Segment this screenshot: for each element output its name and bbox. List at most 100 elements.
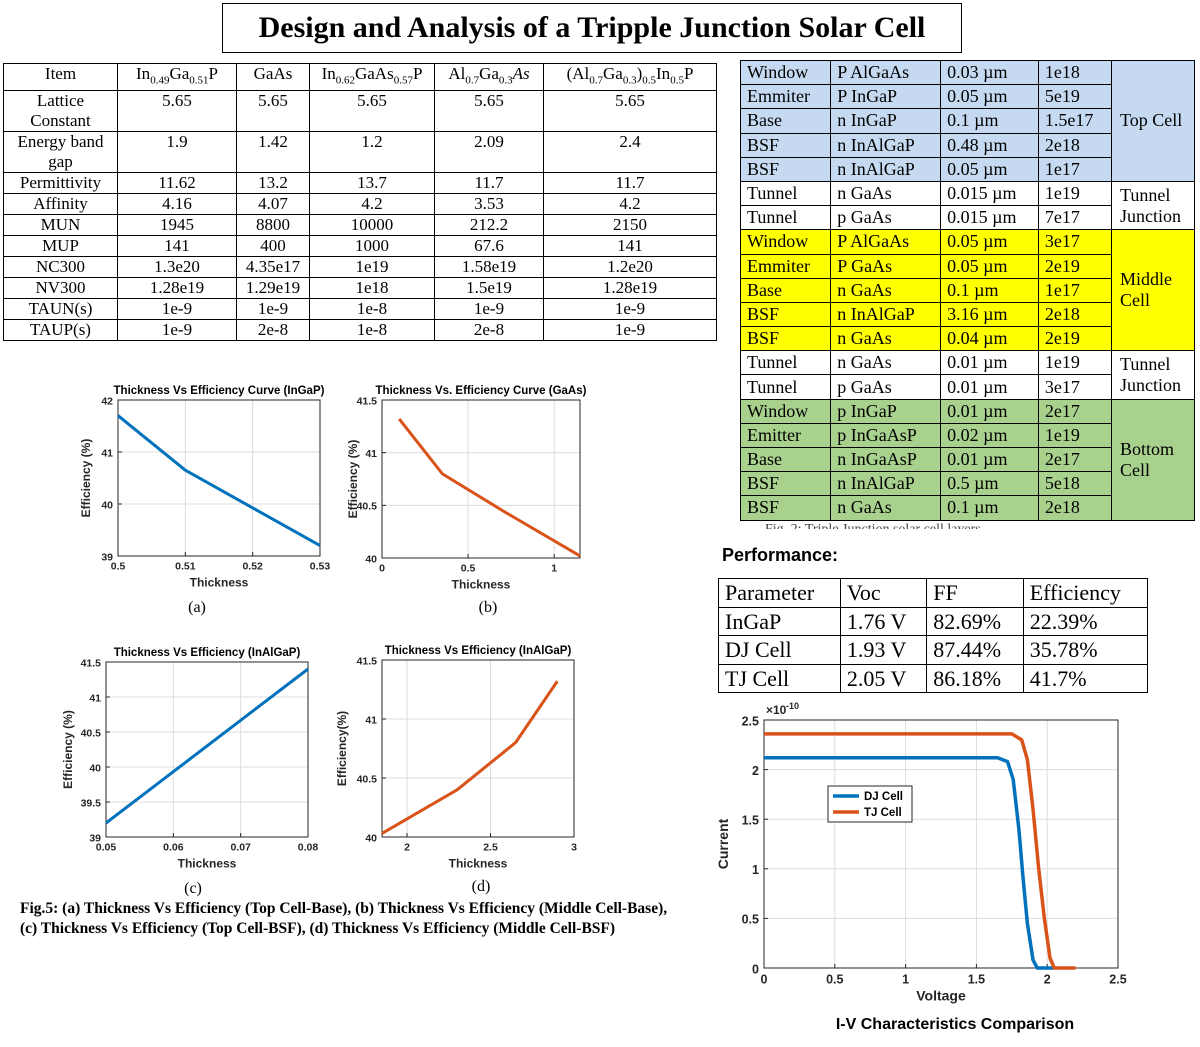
panel-label-a: (a) [188,599,206,616]
layer-material: n InGaAsP [830,446,942,473]
x-tick-label: 0.07 [230,842,251,854]
layer-row: Tunnel n GaAs 0.01 µm 1e19 Tunnel Junction [739,350,1195,400]
cell-group-label: Tunnel Junction [1111,350,1195,400]
performance-cell: TJ Cell [718,663,841,693]
table-cell: 1e-8 [309,298,435,321]
y-tick-label: 39.5 [81,797,102,809]
layer-thickness: 0.05 µm [940,253,1039,279]
layer-layer: Window [739,59,832,86]
table-cell: 141 [543,235,717,258]
layer-thickness: 0.015 µm [940,180,1039,207]
table-row: NC300 1.3e20 4.35e17 1e19 1.58e19 1.2e20 [3,256,717,279]
plot-frame [763,719,1119,969]
y-tick-label: 2.5 [742,714,759,728]
table-cell: 1945 [117,214,237,237]
layer-layer: Window [739,398,832,424]
y-tick-label: 40.5 [357,773,378,785]
layer-layer: Window [739,229,832,255]
layer-material: p GaAs [830,205,942,231]
x-tick-label: 1.5 [968,973,985,987]
performance-cell: 35.78% [1022,635,1149,665]
table-cell: 1e-9 [117,319,237,342]
page-title: Design and Analysis of a Tripple Junctio… [222,3,962,53]
table-cell: 11.7 [434,172,544,195]
layer-doping: 5e18 [1037,471,1113,497]
plot-area [118,400,320,556]
plot-frame [117,399,321,557]
y-tick-label: 39 [101,551,113,563]
layer-row: BSF n InAlGaP 3.16 µm 2e18 [739,301,1195,328]
legend-box [827,785,913,823]
table-cell: 4.35e17 [236,256,310,279]
layer-doping: 3e17 [1037,229,1113,255]
row-label: NV300 [3,277,118,300]
y-tick-label: 41.5 [81,657,102,669]
column-header-ingaasp: In0.62GaAs0.57P [309,62,435,92]
layer-thickness: 0.1 µm [940,108,1039,134]
table-cell: 1.29e19 [236,277,310,300]
performance-cell: 22.39% [1022,606,1149,636]
layer-thickness: 0.015 µm [940,205,1039,231]
plot-frame [381,659,575,838]
layer-thickness: 0.05 µm [940,229,1039,255]
table-cell: 1.2e20 [543,256,717,279]
x-tick-label: 2 [404,842,410,854]
layer-material: P AlGaAs [830,59,942,86]
layer-layer: BSF [739,326,832,352]
table-cell: 11.7 [543,172,717,195]
layer-row: Window p InGaP 0.01 µm 2e17 Bottom Cell [739,398,1195,521]
table-row: TAUN(s) 1e-9 1e-9 1e-8 1e-9 1e-9 [3,298,717,321]
cell-group-label: Top Cell [1111,60,1195,182]
legend-label: DJ Cell [864,791,903,803]
table-cell: 1.28e19 [543,277,717,300]
table-cell: 4.16 [117,193,237,216]
row-label: MUN [3,214,118,237]
layer-doping: 1e19 [1037,350,1113,376]
layer-thickness: 0.1 µm [940,495,1039,521]
y-tick-label: 0.5 [742,913,759,927]
layer-material: n GaAs [830,277,942,303]
layer-material: p GaAs [830,374,942,400]
table-row: NV300 1.28e19 1.29e19 1e18 1.5e19 1.28e19 [3,277,717,300]
x-tick-label: 0.53 [310,561,331,573]
plot-area [764,720,1118,968]
y-tick-label: 40 [365,553,377,565]
chart-title: Thickness Vs Efficiency (InAlGaP) [385,645,572,657]
table-cell: 1.42 [236,131,310,174]
layer-layer: Tunnel [739,180,832,207]
x-tick-label: 0.5 [111,561,126,573]
x-tick-label: 0.52 [242,561,263,573]
y-tick-label: 40.5 [81,727,102,739]
table-cell: 5.65 [117,90,237,133]
x-axis-label: Thickness [178,857,237,871]
column-header: Item [3,62,118,92]
layer-doping: 2e18 [1037,132,1113,158]
table-cell: 1e19 [309,256,435,279]
x-tick-label: 0.06 [163,842,184,854]
table-cell: 67.6 [434,235,544,258]
layer-doping: 1e19 [1037,422,1113,449]
x-tick-label: 0.51 [175,561,196,573]
row-label: TAUP(s) [3,319,118,342]
y-tick-label: 41.5 [357,655,378,667]
layer-material: n InAlGaP [830,471,942,497]
layer-thickness: 0.01 µm [940,398,1039,424]
table-cell: 1e-9 [236,298,310,321]
x-tick-label: 2 [1044,973,1051,987]
material-parameters-table: Item In0.49Ga0.51P GaAs In0.62GaAs0.57P … [3,62,717,342]
layer-doping: 1e17 [1037,156,1113,182]
y-tick-label: 1.5 [742,813,759,827]
cell-layer-structure-table: Window P AlGaAs 0.03 µm 1e18 Top Cell Emmiter… [739,59,1195,521]
cell-group-label: Tunnel Junction [1111,180,1195,231]
cell-group-label: Middle Cell [1111,229,1195,352]
table-row: Affinity 4.16 4.07 4.2 3.53 4.2 [3,193,717,216]
table-cell: 3.53 [434,193,544,216]
y-axis-exponent-power: -10 [786,701,799,711]
table-cell: 13.2 [236,172,310,195]
x-tick-label: 0.05 [96,842,117,854]
layer-row: Tunnel n GaAs 0.015 µm 1e19 Tunnel Junction [739,180,1195,231]
table-cell: 8800 [236,214,310,237]
layer-material: P GaAs [830,253,942,279]
layer-material: n InAlGaP [830,156,942,182]
series-line [381,680,559,835]
